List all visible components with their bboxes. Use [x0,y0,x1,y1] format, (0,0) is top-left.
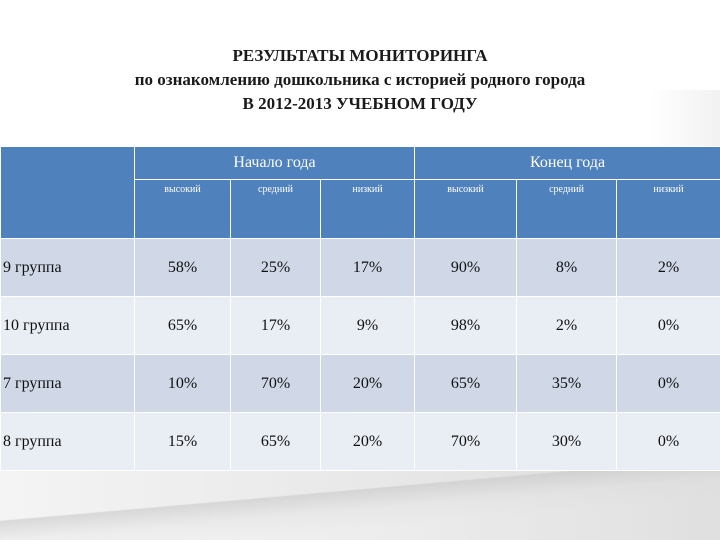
table-cell: 65% [134,296,231,355]
table-cell: 17% [319,238,416,297]
table-cell: 0% [616,354,720,413]
table-cell: 20% [319,354,416,413]
title-line-3: В 2012-2013 УЧЕБНОМ ГОДУ [242,94,478,113]
table-cell: 35% [516,354,618,413]
table-cell: 90% [414,238,518,297]
title-line-1: РЕЗУЛЬТАТЫ МОНИТОРИНГА [232,46,488,65]
table-cell: 70% [230,354,321,413]
table-cell: 0% [616,412,720,471]
header-group-end: Конец года [414,146,720,180]
table-row: 8 группа 15% 65% 20% 70% 30% 0% [0,412,720,471]
table-row: 10 группа 65% 17% 9% 98% 2% 0% [0,296,720,355]
table-cell: 65% [230,412,321,471]
subheader-cell: высокий [134,179,231,239]
table-cell: 30% [516,412,618,471]
table-cell: 2% [516,296,618,355]
page-title: РЕЗУЛЬТАТЫ МОНИТОРИНГА по ознакомлению д… [0,44,720,116]
table-cell: 9% [319,296,416,355]
table-cell: 98% [414,296,518,355]
subheader-cell: средний [516,179,618,239]
subheader-cell: низкий [319,179,416,239]
table-cell: 0% [616,296,720,355]
table-cell: 20% [319,412,416,471]
table-row: 7 группа 10% 70% 20% 65% 35% 0% [0,354,720,413]
table-cell: 17% [230,296,321,355]
table-cell: 10% [134,354,231,413]
table-cell: 25% [230,238,321,297]
table-cell: 58% [134,238,231,297]
header-group-start: Начало года [133,146,416,180]
row-label: 8 группа [0,412,135,471]
subheader-cell: низкий [616,179,720,239]
table-cell: 8% [516,238,618,297]
row-label: 7 группа [0,354,135,413]
background-decoration [0,465,720,540]
title-line-2: по ознакомлению дошкольника с историей р… [134,70,586,89]
table-cell: 2% [616,238,720,297]
row-label: 10 группа [0,296,135,355]
table-cell: 65% [414,354,518,413]
table-row: 9 группа 58% 25% 17% 90% 8% 2% [0,238,720,297]
results-table: Начало года Конец года высокий средний н… [0,146,720,471]
header-corner-cell [0,146,135,239]
subheader-cell: высокий [414,179,518,239]
row-label: 9 группа [0,238,135,297]
table-cell: 15% [134,412,231,471]
table-cell: 70% [414,412,518,471]
subheader-cell: средний [230,179,321,239]
